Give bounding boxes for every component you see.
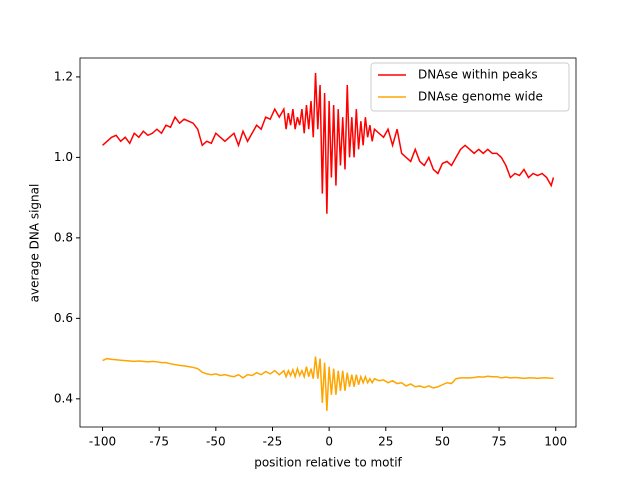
x-tick-label: 75 xyxy=(491,435,506,449)
plot-frame xyxy=(79,57,577,428)
data-line xyxy=(102,72,555,214)
x-tick-label: -75 xyxy=(149,435,169,449)
x-tick-label: 100 xyxy=(544,435,567,449)
x-tick-label: -100 xyxy=(89,435,116,449)
x-tick-label: -50 xyxy=(206,435,226,449)
y-tick-label: 0.4 xyxy=(54,391,73,405)
y-tick-label: 0.8 xyxy=(54,230,73,244)
x-tick-label: 25 xyxy=(378,435,393,449)
x-tick-label: 0 xyxy=(325,435,333,449)
y-tick-label: 0.6 xyxy=(54,311,73,325)
x-axis-label: position relative to motif xyxy=(254,456,402,470)
data-line xyxy=(102,356,554,411)
x-tick-label: 50 xyxy=(435,435,450,449)
x-tick-label: -25 xyxy=(263,435,283,449)
legend-box xyxy=(370,62,570,112)
y-axis-label: average DNA signal xyxy=(28,184,42,303)
y-tick-label: 1.0 xyxy=(54,150,73,164)
y-tick-label: 1.2 xyxy=(54,69,73,83)
legend-label: DNAse within peaks xyxy=(418,68,538,82)
legend-label: DNAse genome wide xyxy=(418,90,543,104)
